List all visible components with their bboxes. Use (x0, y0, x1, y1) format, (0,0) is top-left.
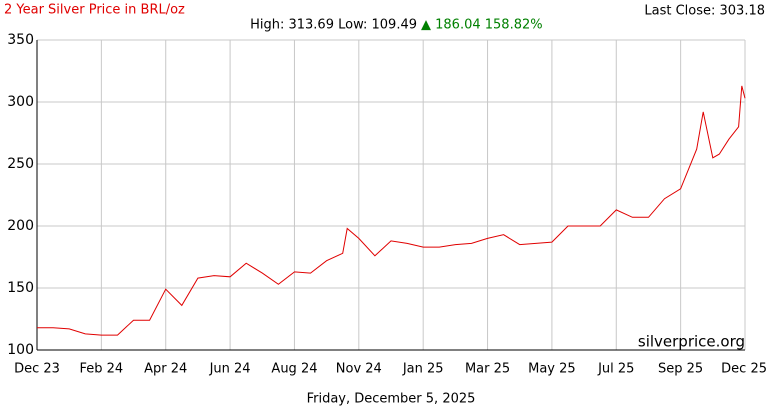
x-tick-label: Mar 25 (465, 362, 510, 377)
x-tick-label: Jul 25 (597, 362, 634, 377)
chart-title: 2 Year Silver Price in BRL/oz (4, 3, 185, 18)
x-tick-label: Jan 25 (402, 362, 444, 377)
x-tick-label: May 25 (528, 362, 576, 377)
x-tick-label: Dec 23 (14, 362, 60, 377)
y-tick-label: 150 (7, 280, 34, 296)
high-low: High: 313.69 Low: 109.49 (250, 18, 417, 33)
price-line (37, 85, 746, 336)
y-tick-label: 300 (7, 94, 34, 110)
x-tick-label: Dec 25 (721, 362, 767, 377)
x-tick-label: Sep 25 (658, 362, 703, 377)
change: ▲ 186.04 158.82% (421, 18, 543, 33)
x-tick-label: Jun 24 (209, 362, 251, 377)
y-tick-label: 250 (7, 156, 34, 172)
y-tick-label: 200 (7, 218, 34, 234)
x-tick-label: Feb 24 (80, 362, 124, 377)
last-close: Last Close: 303.18 (644, 4, 765, 19)
watermark: silverprice.org (638, 333, 745, 351)
y-tick-label: 350 (7, 32, 34, 48)
date: Friday, December 5, 2025 (307, 392, 476, 407)
x-tick-label: Apr 24 (144, 362, 187, 377)
x-tick-label: Aug 24 (271, 362, 317, 377)
plot: 100 150 200 250 300 350 Dec 23 Feb 24 Apr 24 Jun … (7, 32, 767, 377)
x-tick-label: Nov 24 (336, 362, 382, 377)
y-tick-label: 100 (7, 342, 34, 358)
